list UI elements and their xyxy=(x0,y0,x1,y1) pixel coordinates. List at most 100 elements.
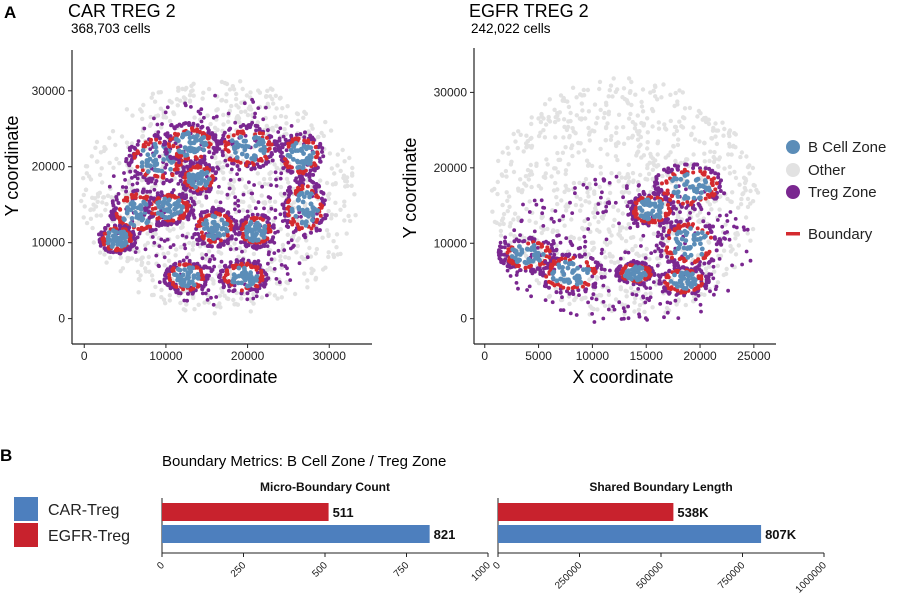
point-treg xyxy=(133,237,137,241)
point-other xyxy=(566,125,570,129)
point-treg xyxy=(600,275,604,279)
point-other xyxy=(156,113,160,117)
point-other xyxy=(342,204,346,208)
point-treg xyxy=(152,241,156,245)
point-other xyxy=(232,187,236,191)
point-treg xyxy=(204,292,208,296)
point-treg xyxy=(649,295,653,299)
point-treg xyxy=(503,245,507,249)
point-other xyxy=(661,82,665,86)
point-other xyxy=(617,179,621,183)
point-treg xyxy=(143,206,147,210)
point-treg xyxy=(285,148,289,152)
point-other xyxy=(326,255,330,259)
point-treg xyxy=(229,260,233,264)
point-treg xyxy=(188,189,192,193)
point-other xyxy=(662,122,666,126)
point-other xyxy=(249,309,253,313)
point-b-cell xyxy=(296,205,301,210)
point-other xyxy=(287,256,291,260)
point-b-cell xyxy=(176,267,181,272)
point-other xyxy=(666,153,670,157)
point-other xyxy=(274,94,278,98)
point-other xyxy=(302,110,306,114)
point-b-cell xyxy=(244,144,249,149)
point-other xyxy=(697,109,701,113)
point-other xyxy=(192,94,196,98)
point-other xyxy=(500,203,504,207)
point-other xyxy=(737,243,741,247)
point-treg xyxy=(498,256,502,260)
point-treg xyxy=(653,250,657,254)
point-other xyxy=(146,241,150,245)
point-b-cell xyxy=(192,275,197,280)
point-treg xyxy=(552,220,556,224)
point-other xyxy=(653,94,657,98)
point-other xyxy=(285,104,289,108)
point-other xyxy=(125,141,129,145)
point-treg xyxy=(264,215,268,219)
point-b-cell xyxy=(296,197,301,202)
point-treg xyxy=(235,247,239,251)
point-treg xyxy=(607,289,611,293)
point-treg xyxy=(509,274,513,278)
point-other xyxy=(273,115,277,119)
point-other xyxy=(720,121,724,125)
point-treg xyxy=(533,199,537,203)
point-treg xyxy=(142,188,146,192)
point-other xyxy=(716,264,720,268)
point-other xyxy=(728,171,732,175)
point-treg xyxy=(590,296,594,300)
point-treg xyxy=(564,253,568,257)
point-other xyxy=(744,154,748,158)
point-other xyxy=(728,128,732,132)
point-treg xyxy=(555,248,559,252)
point-other xyxy=(685,157,689,161)
point-other xyxy=(348,219,352,223)
point-treg xyxy=(320,146,324,150)
point-treg xyxy=(134,250,138,254)
point-other xyxy=(228,87,232,91)
point-other xyxy=(496,180,500,184)
point-other xyxy=(609,84,613,88)
point-treg xyxy=(711,276,715,280)
point-other xyxy=(568,111,572,115)
point-treg xyxy=(264,106,268,110)
point-treg xyxy=(605,238,609,242)
point-b-cell xyxy=(206,233,211,238)
scatter2-subtitle: 242,022 cells xyxy=(471,21,551,36)
point-treg xyxy=(268,196,272,200)
point-other xyxy=(584,177,588,181)
point-treg xyxy=(287,241,291,245)
point-treg xyxy=(715,285,719,289)
point-other xyxy=(130,113,134,117)
point-treg xyxy=(626,305,630,309)
point-other xyxy=(524,174,528,178)
point-other xyxy=(608,252,612,256)
point-other xyxy=(626,136,630,140)
point-treg xyxy=(212,303,216,307)
point-boundary xyxy=(592,271,596,275)
point-treg xyxy=(154,254,158,258)
point-boundary xyxy=(136,151,140,155)
point-boundary xyxy=(527,265,531,269)
point-other xyxy=(623,176,627,180)
point-other xyxy=(648,90,652,94)
point-b-cell xyxy=(169,160,174,165)
point-b-cell xyxy=(197,146,202,151)
point-other xyxy=(104,260,108,264)
point-treg xyxy=(321,154,325,158)
point-b-cell xyxy=(168,167,173,172)
point-other xyxy=(679,124,683,128)
point-other xyxy=(117,161,121,165)
point-treg xyxy=(319,220,323,224)
point-other xyxy=(586,126,590,130)
point-other xyxy=(113,143,117,147)
point-b-cell xyxy=(195,133,200,138)
point-treg xyxy=(278,280,282,284)
point-other xyxy=(508,224,512,228)
point-other xyxy=(599,293,603,297)
point-treg xyxy=(236,164,240,168)
point-other xyxy=(325,228,329,232)
point-other xyxy=(278,254,282,258)
